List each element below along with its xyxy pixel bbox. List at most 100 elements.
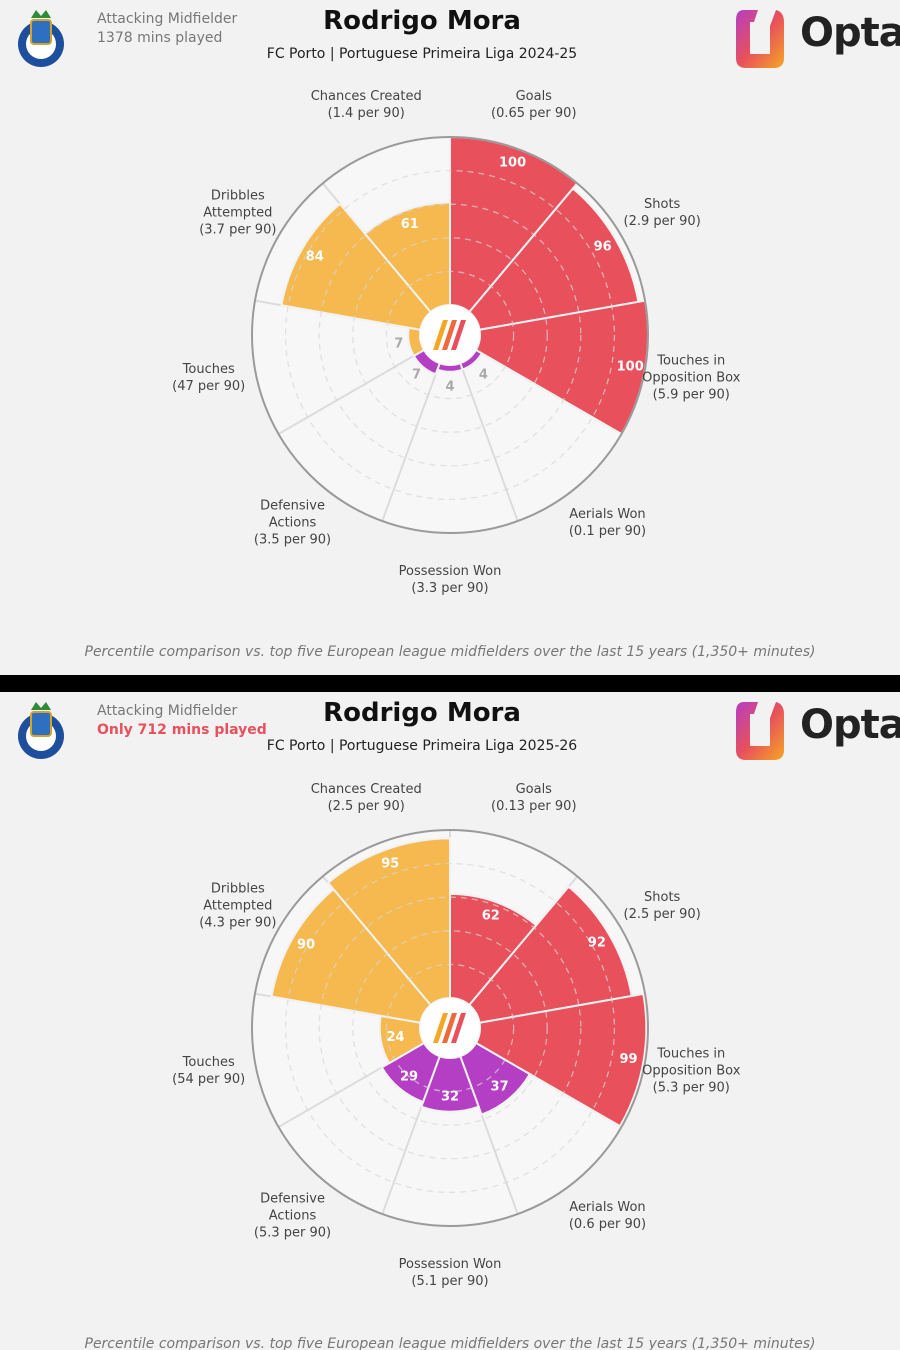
- grid-ring: [352, 237, 548, 433]
- subtitle: FC Porto | Portuguese Primeira Liga 2025…: [266, 738, 578, 754]
- per-90: (3.7 per 90): [199, 222, 277, 237]
- category-label: Possession Won (5.1 per 90): [399, 1256, 502, 1290]
- per-90: (5.1 per 90): [411, 1274, 489, 1289]
- value-label: 37: [491, 1080, 509, 1095]
- category-name: Touches: [182, 361, 235, 377]
- category-name: Defensive Actions: [260, 498, 325, 531]
- brand-name: Opta: [800, 702, 900, 748]
- value-label: 7: [394, 337, 403, 352]
- category-name: Goals: [515, 781, 552, 797]
- crest-crown: [31, 702, 51, 710]
- category-label: Goals (0.13 per 90): [491, 781, 577, 815]
- category-name: Possession Won: [398, 1257, 502, 1272]
- per-90: (5.3 per 90): [253, 1225, 332, 1241]
- logo-shape: [736, 702, 784, 760]
- per-90: (47 per 90): [172, 378, 246, 394]
- value-label: 100: [617, 359, 644, 374]
- per-90: (0.65 per 90): [491, 105, 577, 121]
- center-logo-stroke: [433, 1013, 448, 1043]
- category-label: Defensive Actions (3.5 per 90): [243, 497, 343, 548]
- value-label: 99: [620, 1052, 638, 1067]
- category-label: Dribbles Attempted (3.7 per 90): [188, 187, 288, 238]
- category-name: Dribbles Attempted: [203, 188, 273, 220]
- position: Attacking Midfielder: [97, 703, 238, 719]
- per-90: (2.9 per 90): [623, 213, 701, 229]
- category-name: Defensive Actions: [260, 1191, 325, 1224]
- title: Rodrigo Mora: [323, 698, 521, 728]
- value-label: 29: [400, 1069, 418, 1084]
- per-90: (0.6 per 90): [568, 1216, 647, 1232]
- category-label: Aerials Won (0.1 per 90): [569, 506, 646, 540]
- grid-ring: [385, 963, 515, 1093]
- category-label: Shots (2.9 per 90): [624, 196, 701, 230]
- value-label: 100: [499, 156, 526, 171]
- slice-divider: [459, 362, 519, 522]
- value-label: 7: [412, 367, 421, 382]
- value-label: 84: [306, 249, 324, 264]
- center-logo-stroke: [442, 1013, 457, 1043]
- brand-name: Opta: [800, 10, 900, 56]
- outer-ring: [251, 829, 649, 1227]
- per-90: (2.5 per 90): [327, 798, 405, 814]
- grid-ring: [385, 270, 515, 400]
- category-label: Aerials Won (0.6 per 90): [569, 1199, 646, 1233]
- value-label: 4: [445, 380, 454, 395]
- value-label: 62: [482, 909, 500, 924]
- per-90: (0.1 per 90): [568, 523, 647, 539]
- logo-shape: [736, 10, 784, 68]
- per-90: (3.5 per 90): [253, 532, 332, 548]
- per-90: (0.13 per 90): [491, 798, 577, 814]
- chart-panel: Attacking Midfielder 1378 mins played Rodr…: [0, 0, 900, 675]
- outer-ring: [251, 136, 649, 534]
- grid-ring: [352, 930, 548, 1126]
- category-label: Dribbles Attempted (4.3 per 90): [188, 880, 288, 931]
- category-name: Aerials Won: [569, 1199, 646, 1215]
- footnote: Percentile comparison vs. top five Europ…: [84, 644, 816, 660]
- category-label: Touches (54 per 90): [172, 1054, 245, 1088]
- pizza-chart: 62 92 99 37 32 29 24 90 95: [251, 829, 649, 1227]
- category-name: Touches in Opposition Box: [642, 353, 741, 386]
- grid-ring: [284, 862, 616, 1194]
- center-logo-stroke: [433, 320, 448, 350]
- category-label: Shots (2.5 per 90): [624, 889, 701, 923]
- per-90: (4.3 per 90): [199, 915, 277, 930]
- category-label: Goals (0.65 per 90): [491, 88, 577, 122]
- value-label: 32: [441, 1089, 459, 1104]
- position: Attacking Midfielder: [97, 11, 238, 27]
- category-name: Shots: [644, 196, 681, 212]
- crest-crown: [31, 10, 51, 18]
- slice-divider: [278, 349, 425, 435]
- grid-ring: [318, 203, 582, 467]
- club-crest: [18, 702, 64, 759]
- brand-logo: [736, 702, 784, 760]
- category-name: Chances Created: [310, 781, 422, 797]
- per-90: (5.9 per 90): [652, 387, 730, 403]
- category-label: Defensive Actions (5.3 per 90): [243, 1190, 343, 1241]
- brand-logo: [736, 10, 784, 68]
- value-label: 95: [381, 856, 399, 871]
- per-90: (1.4 per 90): [327, 105, 405, 121]
- category-name: Dribbles Attempted: [203, 881, 273, 913]
- value-label: 92: [588, 936, 606, 951]
- per-90: (54 per 90): [172, 1071, 246, 1087]
- center-logo-stroke: [442, 320, 457, 350]
- per-90: (5.3 per 90): [652, 1080, 730, 1096]
- category-name: Shots: [644, 889, 681, 905]
- category-label: Chances Created (2.5 per 90): [311, 781, 422, 815]
- title: Rodrigo Mora: [323, 6, 521, 36]
- value-label: 96: [594, 239, 612, 254]
- chart-panel: Attacking Midfielder Only 712 mins played…: [0, 692, 900, 1350]
- center-logo-stroke: [451, 320, 466, 350]
- value-label: 24: [386, 1030, 404, 1045]
- category-name: Goals: [515, 88, 552, 104]
- category-name: Touches: [182, 1054, 235, 1070]
- value-label: 90: [297, 937, 315, 952]
- category-label: Possession Won (3.3 per 90): [399, 563, 502, 597]
- value-label: 4: [479, 367, 488, 382]
- category-label: Touches (47 per 90): [172, 361, 245, 395]
- center-logo-stroke: [451, 1013, 466, 1043]
- crest-shield: [30, 19, 52, 45]
- category-name: Aerials Won: [569, 506, 646, 522]
- category-label: Chances Created (1.4 per 90): [311, 88, 422, 122]
